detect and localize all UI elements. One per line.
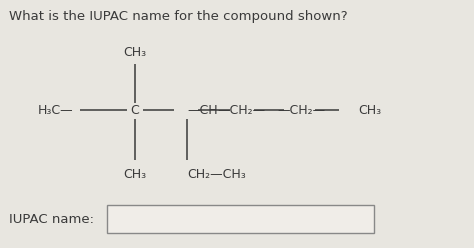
Text: C: C bbox=[131, 104, 139, 117]
Text: CH₃: CH₃ bbox=[124, 168, 146, 181]
Text: H₃C—: H₃C— bbox=[38, 104, 73, 117]
Text: CH₂—CH₃: CH₂—CH₃ bbox=[187, 168, 246, 181]
Text: CH₃: CH₃ bbox=[124, 46, 146, 59]
FancyBboxPatch shape bbox=[107, 205, 374, 233]
Text: —CH: —CH bbox=[187, 104, 218, 117]
Text: —CH₂—: —CH₂— bbox=[277, 104, 325, 117]
Text: What is the IUPAC name for the compound shown?: What is the IUPAC name for the compound … bbox=[9, 10, 348, 23]
Text: IUPAC name:: IUPAC name: bbox=[9, 213, 94, 226]
Text: CH₃: CH₃ bbox=[358, 104, 381, 117]
Text: —CH₂—: —CH₂— bbox=[218, 104, 266, 117]
